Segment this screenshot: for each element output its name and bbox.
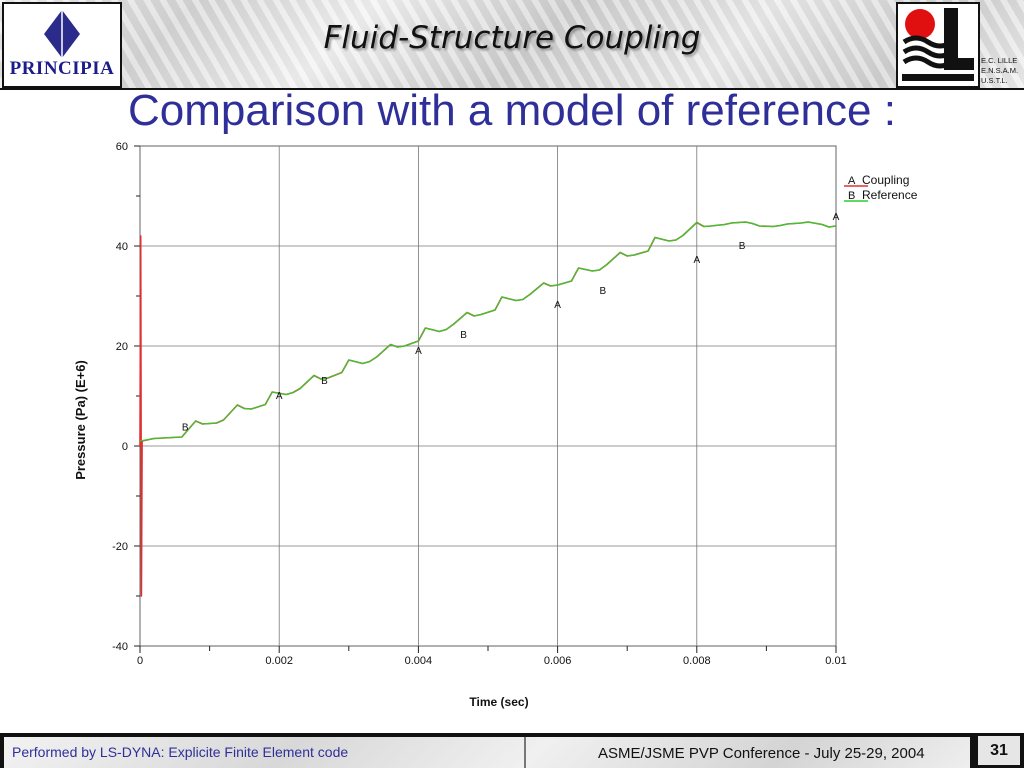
series-marker-label: A (693, 255, 700, 266)
x-tick-label: 0 (137, 655, 143, 667)
series-line-reference (139, 221, 837, 442)
y-tick-label: -40 (112, 641, 128, 653)
chart-ticks: 0 0.002 0.004 0.006 0.008 0.01 60 40 20 0 -20 -40 (112, 141, 847, 667)
y-tick-label: 0 (122, 441, 128, 453)
series-marker-label: A (415, 346, 422, 357)
series-marker-label: B (739, 241, 746, 252)
y-axis-label: Pressure (Pa) (E+6) (73, 360, 88, 480)
school-name-3: U.S.T.L. (981, 76, 1008, 85)
series-marker-label: B (600, 286, 607, 297)
diamond-icon (44, 10, 80, 58)
slide-title: Comparison with a model of reference : (128, 86, 896, 135)
y-tick-label: 40 (116, 241, 128, 253)
chart-legend: A Coupling B Reference (844, 173, 918, 202)
x-tick-label: 0.006 (544, 655, 572, 667)
x-tick-label: 0.004 (405, 655, 433, 667)
slide-header: PRINCIPIA Fluid-Structure Coupling E.C. … (0, 0, 1024, 90)
y-tick-label: -20 (112, 541, 128, 553)
page-number: 31 (978, 736, 1020, 765)
chart-series (139, 221, 837, 597)
header-title: Fluid-Structure Coupling (323, 20, 701, 56)
legend-marker: A (848, 175, 856, 187)
footer-bar (4, 737, 970, 768)
school-emblem-icon (902, 8, 974, 81)
y-tick-label: 60 (116, 141, 128, 153)
school-logo (896, 2, 980, 88)
series-marker-label: A (554, 300, 561, 311)
chart-grid (139, 145, 837, 647)
principia-logo: PRINCIPIA (2, 2, 122, 88)
series-marker-label: B (321, 376, 328, 387)
series-marker-label: B (460, 330, 467, 341)
school-names: E.C. LILLE E.N.S.A.M. U.S.T.L. (981, 56, 1023, 86)
footer-divider (524, 737, 526, 768)
y-tick-label: 20 (116, 341, 128, 353)
legend-label: Reference (862, 188, 918, 202)
x-axis-label: Time (sec) (469, 695, 528, 709)
legend-label: Coupling (862, 173, 909, 187)
slide-footer: Performed by LS-DYNA: Explicite Finite E… (0, 733, 1024, 768)
series-marker-label: A (833, 212, 840, 223)
x-tick-label: 0.01 (825, 655, 846, 667)
footer-right-text: ASME/JSME PVP Conference - July 25-29, 2… (598, 745, 925, 762)
pressure-time-chart: 0 0.002 0.004 0.006 0.008 0.01 60 40 20 0 -20 -40 B… (73, 141, 918, 709)
plot-frame (139, 145, 837, 647)
series-marker-label: B (182, 423, 189, 434)
x-tick-label: 0.002 (265, 655, 293, 667)
series-marker-label: A (276, 391, 283, 402)
principia-logo-text: PRINCIPIA (9, 58, 115, 79)
school-name-2: E.N.S.A.M. (981, 66, 1019, 75)
legend-marker: B (848, 190, 855, 202)
school-name-1: E.C. LILLE (981, 56, 1018, 65)
x-tick-label: 0.008 (683, 655, 711, 667)
chart-markers: B A B A B A B A B A (182, 212, 840, 434)
footer-left-text: Performed by LS-DYNA: Explicite Finite E… (12, 744, 349, 760)
